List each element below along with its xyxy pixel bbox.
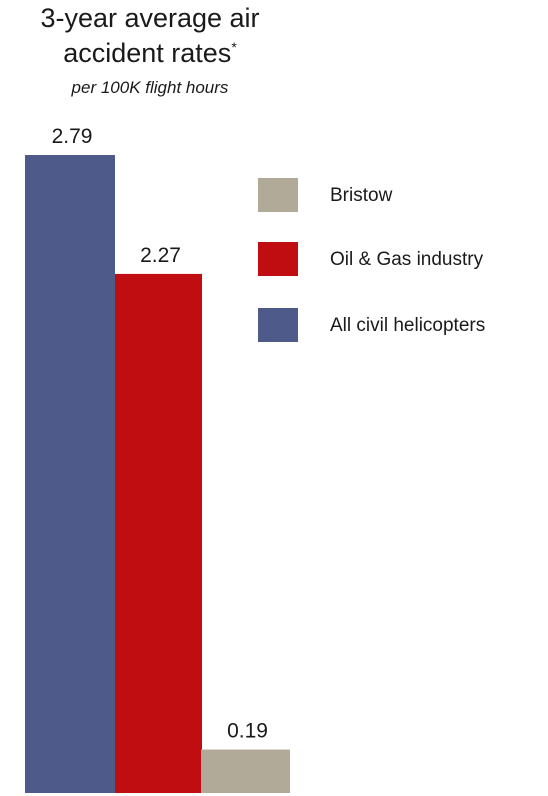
- value-label-all-civil-helicopters: 2.79: [52, 125, 93, 148]
- chart-title-line-1: 3-year average air: [40, 3, 260, 33]
- bar-oil-gas-industry: [115, 273, 202, 793]
- legend-swatch-all-civil-helicopters: [258, 308, 298, 342]
- bar-all-civil-helicopters: [25, 155, 115, 793]
- value-labels-layer: 2.79 2.27 0.19: [52, 125, 268, 743]
- value-label-bristow: 0.19: [227, 720, 268, 743]
- legend: Bristow Oil & Gas industry All civil helic…: [258, 178, 485, 342]
- value-label-oil-gas-industry: 2.27: [140, 244, 181, 267]
- bar-bristow: [201, 749, 290, 793]
- legend-label-all-civil-helicopters: All civil helicopters: [330, 315, 485, 336]
- bars-layer: [25, 155, 290, 793]
- legend-swatch-bristow: [258, 178, 298, 212]
- legend-label-bristow: Bristow: [330, 185, 393, 206]
- chart-subtitle: per 100K flight hours: [71, 78, 229, 97]
- legend-swatch-oil-gas-industry: [258, 242, 298, 276]
- legend-label-oil-gas-industry: Oil & Gas industry: [330, 249, 484, 270]
- title-footnote-marker: *: [231, 39, 237, 55]
- chart-title-line-2: accident rates*: [63, 38, 237, 68]
